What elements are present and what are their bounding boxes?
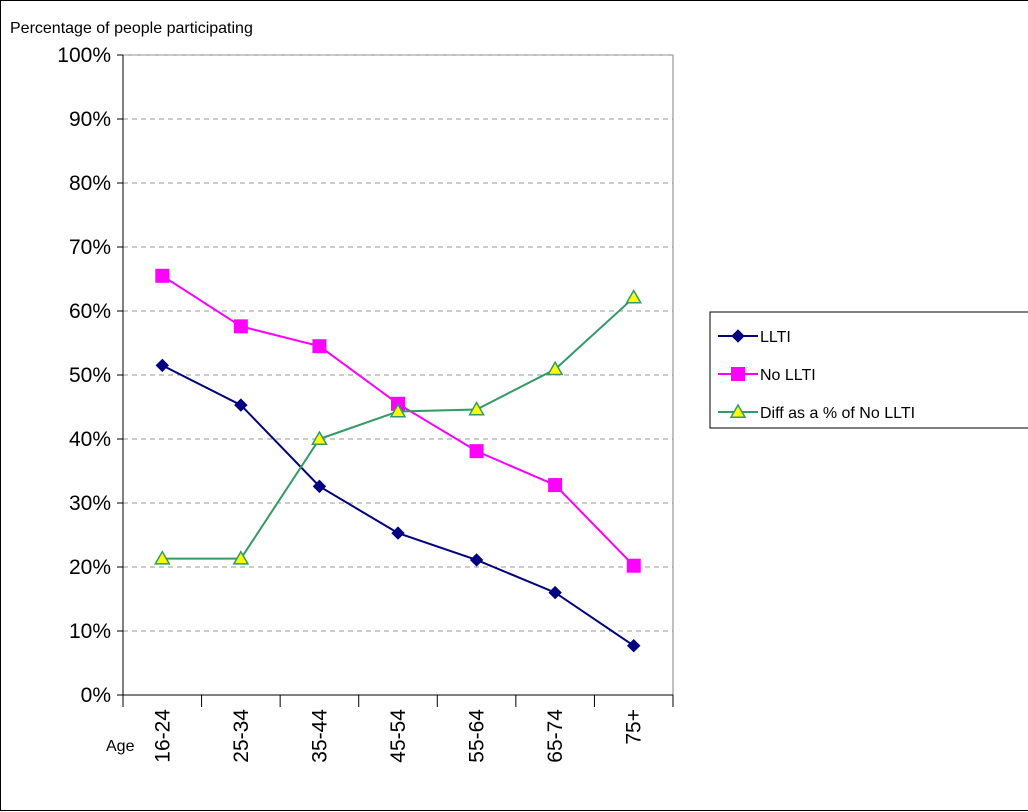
data-point xyxy=(312,339,327,354)
data-point xyxy=(232,550,250,565)
axes: 0% 10% 20% 30% 40% 50% 60% 70% 80% 90% 100% 16-24 25… xyxy=(57,44,674,763)
x-tick-label: 16-24 xyxy=(151,709,174,763)
legend-marker xyxy=(729,403,747,418)
y-tick-label: 10% xyxy=(69,620,111,643)
x-tick-label: 45-54 xyxy=(387,709,410,763)
y-tick-label: 90% xyxy=(69,108,111,131)
y-tick-label: 60% xyxy=(69,300,111,323)
x-tick-label: 75+ xyxy=(623,709,646,745)
x-tick-label: 25-34 xyxy=(230,709,253,763)
y-tick-label: 30% xyxy=(69,492,111,515)
legend-marker xyxy=(731,329,745,343)
data-point xyxy=(312,479,327,494)
x-tick-label: 55-64 xyxy=(466,709,489,763)
x-axis-title: Age xyxy=(106,738,135,755)
y-tick-label: 0% xyxy=(81,684,111,707)
legend-box xyxy=(709,311,1028,429)
data-point xyxy=(155,268,170,283)
series-0 xyxy=(155,358,641,653)
data-point xyxy=(468,401,485,416)
grid-lines xyxy=(123,54,673,632)
x-tick-label: 65-74 xyxy=(544,709,567,763)
data-point xyxy=(625,289,643,304)
legend-label: LLTI xyxy=(760,329,791,346)
data-point xyxy=(391,526,405,540)
data-point xyxy=(546,360,564,376)
data-point xyxy=(389,402,407,418)
y-tick-label: 70% xyxy=(69,236,111,259)
y-axis-title: Percentage of people participating xyxy=(10,20,253,37)
data-point xyxy=(153,550,171,565)
data-point xyxy=(311,430,328,445)
x-tick-label: 35-44 xyxy=(308,709,331,763)
series-group xyxy=(153,268,643,653)
data-point xyxy=(469,444,484,459)
data-point xyxy=(155,358,169,373)
series-2 xyxy=(153,289,643,565)
data-point xyxy=(233,319,248,334)
data-point xyxy=(548,478,563,493)
legend: LLTI No LLTI Diff as a % of No LLTI xyxy=(709,311,1028,429)
data-point xyxy=(627,639,641,653)
data-point xyxy=(234,398,248,412)
y-tick-label: 80% xyxy=(69,172,111,195)
y-tick-label: 100% xyxy=(57,44,111,67)
data-point xyxy=(548,585,562,600)
y-tick-label: 20% xyxy=(69,556,111,579)
y-tick-label: 40% xyxy=(69,428,111,451)
y-tick-label: 50% xyxy=(69,364,111,387)
legend-label: Diff as a % of No LLTI xyxy=(760,405,915,422)
legend-label: No LLTI xyxy=(760,367,816,384)
data-point xyxy=(626,558,641,573)
legend-marker xyxy=(731,367,745,381)
data-point xyxy=(469,553,484,567)
